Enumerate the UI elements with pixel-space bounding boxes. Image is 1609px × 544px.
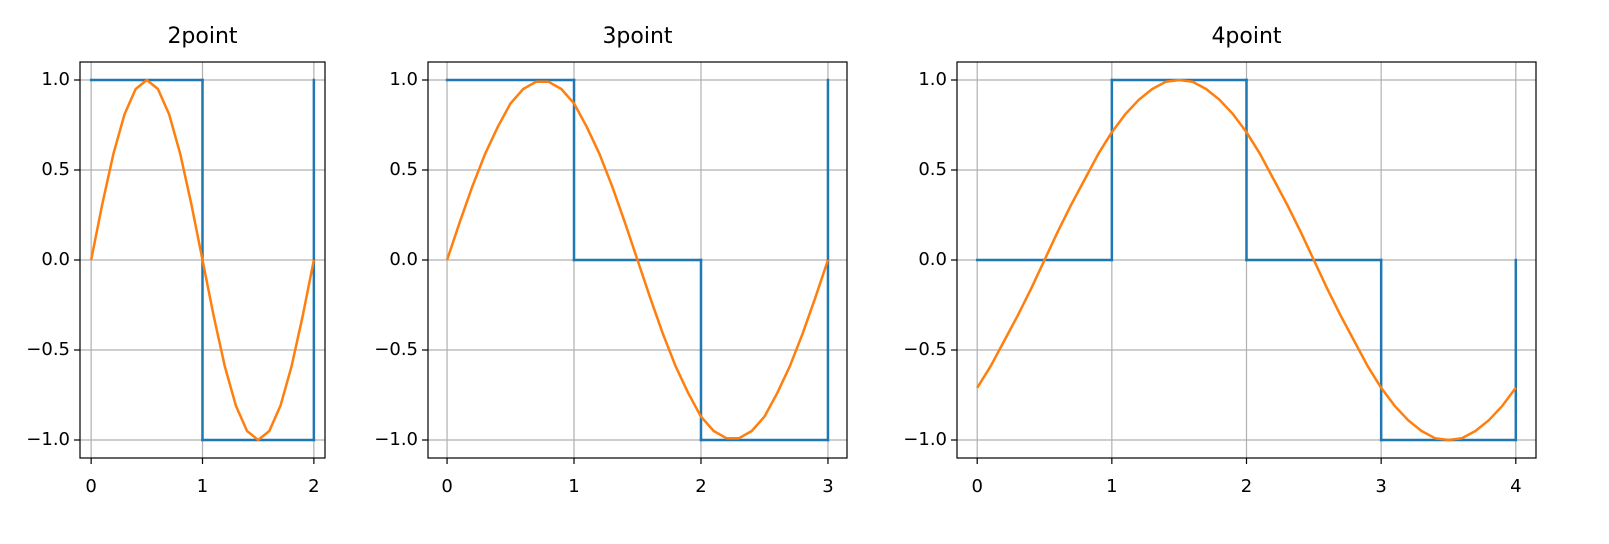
chart-title: 3point: [602, 24, 672, 49]
subplot: 2point 0 1 2 −1.0 −0.5 0.0 0.5 1.0: [26, 24, 326, 497]
y-tick-label: −0.5: [26, 339, 70, 360]
x-tick-label: 3: [822, 476, 833, 497]
y-tick-label: 0.5: [918, 159, 947, 180]
subplot: 3point 0 1 2 3 −1.0 −0.5 0.0 0.5 1.0: [374, 24, 848, 497]
y-tick-label: −1.0: [26, 429, 70, 450]
y-tick-label: 1.0: [41, 69, 70, 90]
x-tick-label: 0: [441, 476, 452, 497]
line-series: [976, 78, 1517, 442]
y-tick-label: 0.5: [41, 159, 70, 180]
y-tick-label: 1.0: [918, 69, 947, 90]
plot-frame: [79, 61, 326, 459]
x-tick-label: 2: [308, 476, 319, 497]
y-tick-label: −1.0: [903, 429, 947, 450]
y-tick-label: 0.5: [389, 159, 418, 180]
y-tick-label: 1.0: [389, 69, 418, 90]
x-tick-label: 1: [1106, 476, 1117, 497]
x-tick-label: 0: [971, 476, 982, 497]
y-tick-label: 0.0: [389, 249, 418, 270]
x-tick-label: 2: [1241, 476, 1252, 497]
chart-title: 2point: [167, 24, 237, 49]
x-tick-label: 2: [695, 476, 706, 497]
plot-frame: [427, 61, 848, 459]
x-tick-label: 1: [197, 476, 208, 497]
y-tick-label: −1.0: [374, 429, 418, 450]
y-tick-label: 0.0: [918, 249, 947, 270]
x-tick-label: 0: [85, 476, 96, 497]
chart-title: 4point: [1211, 24, 1281, 49]
line-series: [445, 80, 830, 440]
y-tick-label: −0.5: [374, 339, 418, 360]
subplot: 4point 0 1 2 3 4 −1.0 −0.5 0.0 0.5 1.0: [903, 24, 1537, 497]
y-tick-label: −0.5: [903, 339, 947, 360]
line-series: [89, 78, 316, 442]
x-tick-label: 3: [1375, 476, 1386, 497]
x-tick-label: 1: [568, 476, 579, 497]
x-tick-label: 4: [1510, 476, 1521, 497]
plot-frame: [956, 61, 1537, 459]
y-tick-label: 0.0: [41, 249, 70, 270]
